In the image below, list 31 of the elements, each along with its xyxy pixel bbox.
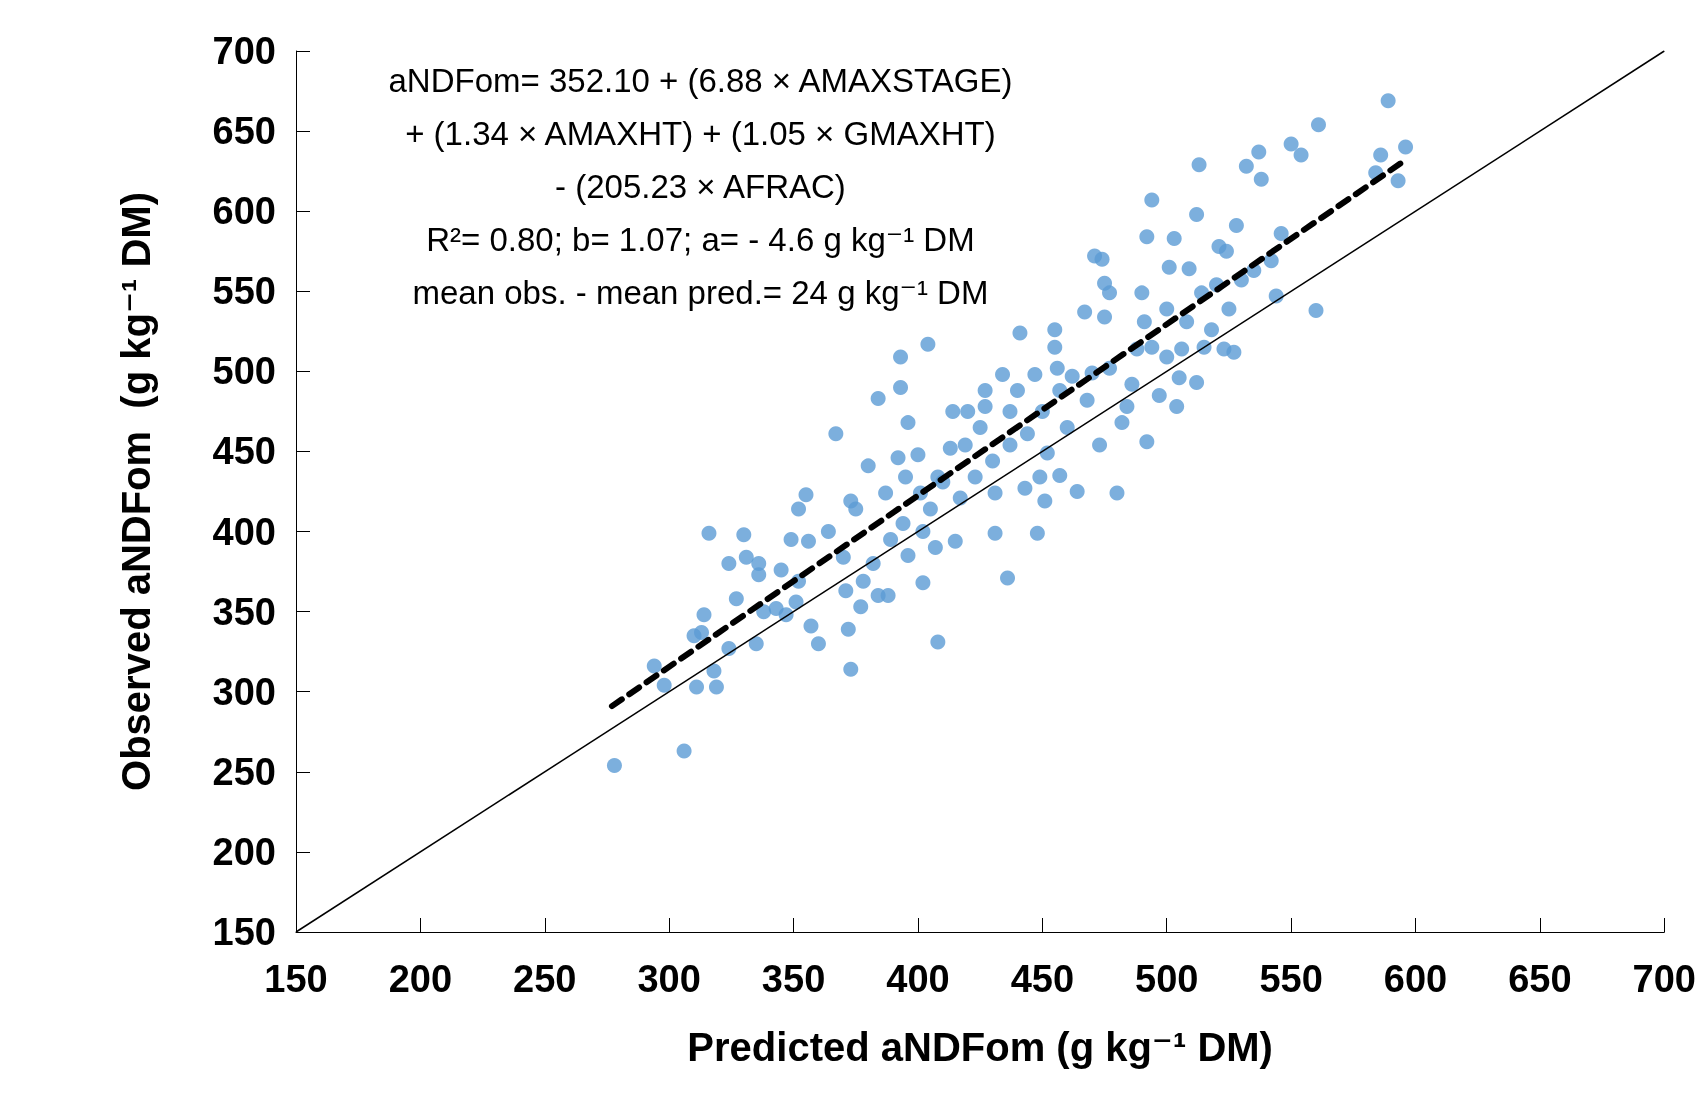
x-tick-label: 250: [513, 958, 577, 1000]
x-tick-label: 550: [1259, 958, 1323, 1000]
y-axis-title: Observed aNDFom (g kg⁻¹ DM): [114, 192, 158, 791]
x-tick-label: 300: [637, 958, 701, 1000]
x-tick-label: 650: [1508, 958, 1572, 1000]
x-tick-label: 600: [1383, 958, 1448, 1000]
x-tick-label: 400: [886, 958, 950, 1000]
y-tick-label: 300: [212, 670, 276, 713]
annotation: R²= 0.80; b= 1.07; a= - 4.6 g kg⁻¹ DM: [426, 221, 975, 258]
x-tick-label: 500: [1135, 958, 1199, 1000]
x-axis-title: Predicted aNDFom (g kg⁻¹ DM): [687, 1025, 1273, 1069]
x-tick-label: 150: [264, 958, 328, 1000]
y-tick-label: 600: [212, 190, 276, 233]
x-tick-label: 200: [388, 958, 453, 1000]
y-tick-label: 500: [212, 350, 276, 393]
y-tick-label: 700: [212, 30, 276, 72]
annotation: + (1.34 × AMAXHT) + (1.05 × GMAXHT): [405, 115, 996, 152]
y-tick-label: 450: [212, 430, 276, 473]
y-tick-label: 150: [212, 911, 276, 953]
y-tick-label: 350: [212, 590, 276, 633]
y-tick-label: 550: [212, 270, 276, 313]
annotation: mean obs. - mean pred.= 24 g kg⁻¹ DM: [412, 274, 989, 311]
annotation: aNDFom= 352.10 + (6.88 × AMAXSTAGE): [388, 62, 1013, 99]
y-tick-label: 650: [212, 110, 276, 153]
x-tick-label: 700: [1632, 958, 1696, 1000]
annotation: - (205.23 × AFRAC): [555, 168, 846, 205]
y-tick-label: 400: [212, 510, 276, 553]
y-tick-label: 250: [212, 750, 276, 793]
x-tick-label: 350: [761, 958, 826, 1000]
x-tick-label: 450: [1010, 958, 1075, 1000]
y-tick-label: 200: [212, 830, 276, 873]
